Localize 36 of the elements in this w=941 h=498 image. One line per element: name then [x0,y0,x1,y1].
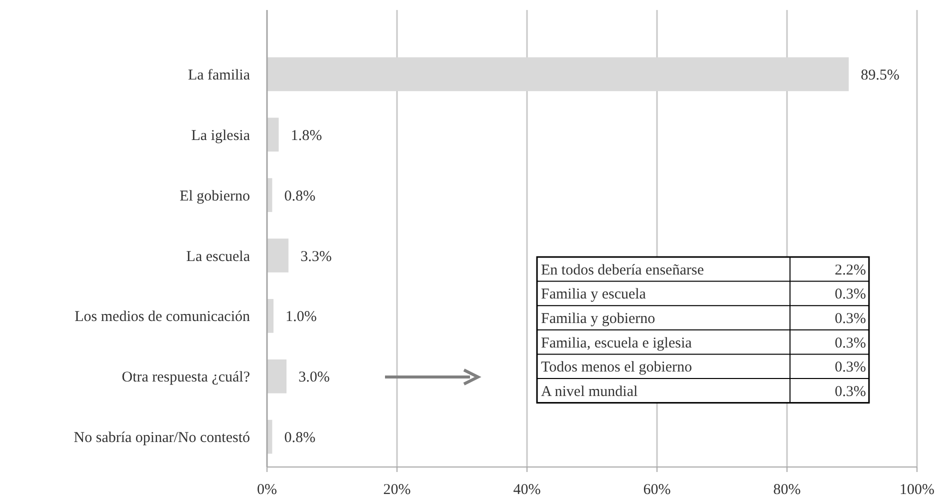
y-tick-label: La familia [188,67,250,84]
category-label: Todos menos el gobierno [541,360,692,376]
bar [267,118,279,152]
data-label: 1.0% [286,309,317,326]
bar [267,238,288,272]
category-label: Familia y escuela [541,286,646,303]
x-tick-label: 100% [900,482,934,498]
y-tick-label: El gobierno [180,188,250,204]
y-tick-label: Otra respuesta ¿cuál? [122,370,250,386]
text: 0.3% [834,286,866,303]
y-tick-label: La escuela [186,248,250,265]
text: 2.2% [834,262,866,278]
text: 0.3% [834,311,866,327]
data-label: 89.5% [860,67,900,84]
y-tick-label: La iglesia [191,128,250,144]
category-label: Familia y gobierno [541,311,656,327]
data-label: 3.0% [298,370,330,386]
x-tick-label: 0% [257,482,277,498]
y-tick-label: No sabría opinar/No contestó [74,430,250,446]
category-label: En todos debería enseñarse [541,262,704,278]
bar [267,57,849,92]
text: 0.3% [834,360,866,376]
text: 0.3% [834,335,866,352]
x-tick-label: 60% [643,482,671,498]
x-tick-label: 20% [383,482,411,498]
text: 0.3% [834,384,866,400]
data-label: 0.8% [284,188,316,204]
data-label: 0.8% [284,430,316,446]
x-tick-label: 40% [513,482,541,498]
bar [267,359,286,394]
category-label: A nivel mundial [541,384,638,400]
x-tick-label: 80% [773,482,801,498]
category-label: Familia, escuela e iglesia [541,335,692,352]
y-tick-label: Los medios de comunicación [74,309,250,326]
data-label: 1.8% [290,128,322,144]
data-label: 3.3% [300,248,332,265]
